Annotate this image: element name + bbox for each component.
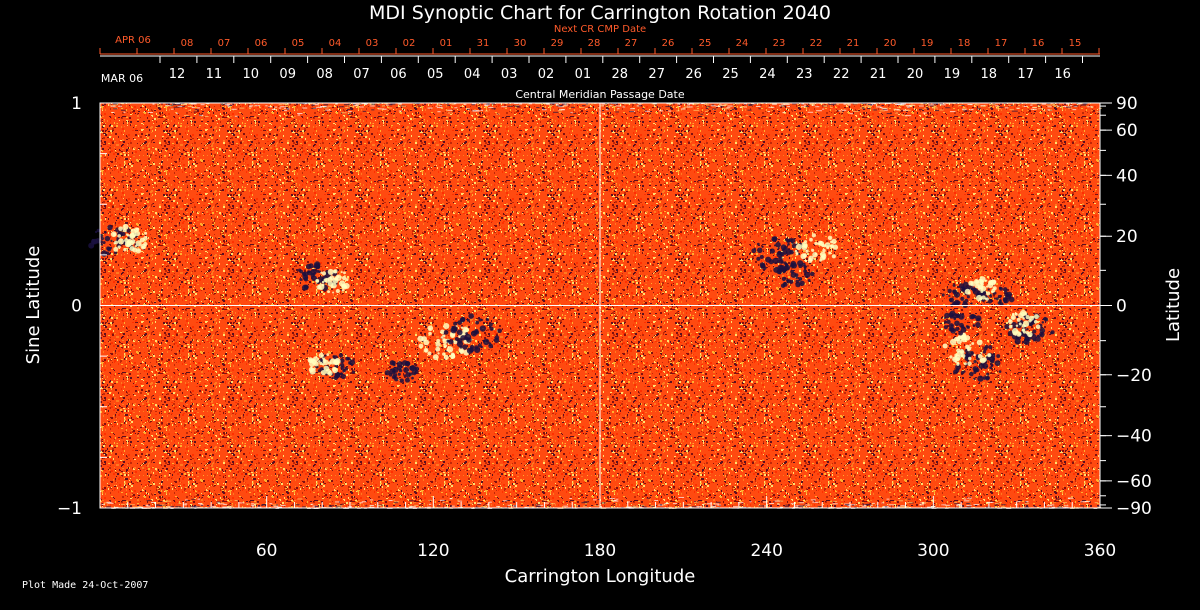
x-tick-label: 180 (584, 541, 616, 561)
cmp-date-label: 03 (501, 67, 518, 82)
next-cr-date-label: 05 (292, 38, 305, 49)
axes: 60 120 180 240 300 36010−1906040200−20−40−60−… (57, 38, 1152, 561)
cmp-date-label: 24 (759, 67, 776, 82)
cmp-date-label: 17 (1017, 67, 1034, 82)
next-cr-date-label: 18 (958, 38, 971, 49)
cmp-date-label: 21 (870, 67, 887, 82)
y-axis-label-left: Sine Latitude (23, 246, 44, 365)
next-cr-date-label: 26 (662, 38, 675, 49)
top-axis-title: Next CR CMP Date (554, 24, 646, 35)
x-tick-label: 300 (917, 541, 949, 561)
y-axis-label-right: Latitude (1163, 268, 1184, 342)
cmp-date-label: 19 (944, 67, 961, 82)
y-tick-label-right: −90 (1116, 499, 1152, 519)
cmp-date-label: 02 (538, 67, 555, 82)
chart-title: MDI Synoptic Chart for Carrington Rotati… (369, 2, 831, 24)
next-cr-date-label: 20 (884, 38, 897, 49)
active-region-positive (1007, 309, 1041, 338)
bottom-axis-month: MAR 06 (101, 72, 143, 85)
next-cr-date-label: 29 (551, 38, 564, 49)
y-tick-label-left: −1 (57, 499, 82, 519)
active-region-negative (443, 313, 502, 354)
next-cr-date-label: 27 (625, 38, 638, 49)
cmp-date-label: 16 (1054, 67, 1071, 82)
cmp-date-label: 20 (907, 67, 924, 82)
next-cr-date-label: 22 (810, 38, 823, 49)
active-region-negative (384, 360, 419, 383)
active-region-negative (773, 260, 815, 288)
cmp-date-label: 18 (981, 67, 998, 82)
cmp-date-label: 07 (353, 67, 370, 82)
active-region-positive (307, 352, 341, 376)
next-cr-date-label: 02 (403, 38, 416, 49)
active-region-negative (941, 281, 979, 308)
next-cr-date-label: 08 (181, 38, 194, 49)
y-tick-label-right: 60 (1116, 121, 1138, 141)
x-axis-label: Carrington Longitude (505, 566, 696, 587)
top-axis-month: APR 06 (115, 35, 151, 46)
y-tick-label-left: 1 (71, 94, 82, 114)
next-cr-date-label: 07 (218, 38, 231, 49)
active-region-positive (964, 276, 997, 302)
next-cr-date-label: 23 (773, 38, 786, 49)
active-region-positive (794, 233, 839, 264)
next-cr-date-label: 30 (514, 38, 527, 49)
x-tick-label: 360 (1084, 541, 1116, 561)
next-cr-date-label: 24 (736, 38, 749, 49)
y-tick-label-left: 0 (71, 297, 82, 317)
cmp-date-label: 23 (796, 67, 813, 82)
next-cr-date-label: 01 (440, 38, 453, 49)
active-region-positive (417, 323, 473, 361)
next-cr-date-label: 21 (847, 38, 860, 49)
cmp-axis-title: Central Meridian Passage Date (515, 88, 684, 101)
y-tick-label-right: 40 (1116, 166, 1138, 186)
y-tick-label-right: −40 (1116, 427, 1152, 447)
cmp-date-label: 11 (206, 67, 223, 82)
x-tick-label: 60 (256, 541, 278, 561)
active-region-negative (943, 310, 982, 336)
y-tick-label-right: −60 (1116, 472, 1152, 492)
next-cr-date-label: 16 (1032, 38, 1045, 49)
cmp-date-label: 10 (243, 67, 260, 82)
cmp-date-label: 26 (685, 67, 702, 82)
next-cr-date-label: 31 (477, 38, 490, 49)
active-regions (88, 223, 1055, 383)
y-tick-label-right: 0 (1116, 297, 1127, 317)
cmp-date-label: 05 (427, 67, 444, 82)
next-cr-date-label: 03 (366, 38, 379, 49)
plot-made-note: Plot Made 24-Oct-2007 (22, 580, 149, 591)
y-tick-label-right: 90 (1116, 94, 1138, 114)
cmp-date-label: 12 (169, 67, 186, 82)
cmp-date-label: 08 (316, 67, 333, 82)
next-cr-date-label: 25 (699, 38, 712, 49)
cmp-date-label: 06 (390, 67, 407, 82)
y-tick-label-right: 20 (1116, 227, 1138, 247)
cmp-date-label: 09 (279, 67, 296, 82)
next-cr-date-label: 19 (921, 38, 934, 49)
next-cr-date-label: 28 (588, 38, 601, 49)
next-cr-date-label: 06 (255, 38, 268, 49)
y-tick-label-right: −20 (1116, 366, 1152, 386)
cmp-date-label: 22 (833, 67, 850, 82)
cmp-date-label: 01 (575, 67, 592, 82)
active-region-positive (315, 268, 350, 294)
active-region-positive (110, 223, 148, 254)
x-tick-label: 120 (417, 541, 449, 561)
cmp-date-label: 27 (648, 67, 665, 82)
next-cr-date-label: 15 (1069, 38, 1082, 49)
cmp-date-label: 28 (612, 67, 629, 82)
cmp-date-label: 25 (722, 67, 739, 82)
x-tick-label: 240 (750, 541, 782, 561)
next-cr-date-label: 17 (995, 38, 1008, 49)
next-cr-date-label: 04 (329, 38, 342, 49)
active-region-negative (975, 286, 1015, 307)
cmp-date-label: 04 (464, 67, 481, 82)
